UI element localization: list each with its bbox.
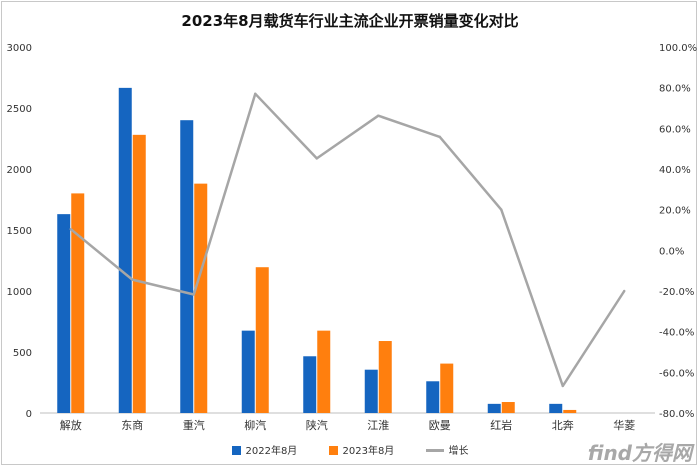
x-tick-label: 红岩 [490,418,512,432]
y-right-tick-label: 40.0% [659,165,691,176]
bar-2023 [440,363,454,413]
growth-point [254,92,257,95]
y-right-tick-label: 80.0% [659,84,691,95]
growth-point [131,278,134,281]
bar-2022 [487,403,501,413]
y-right-tick-label: 0.0% [659,246,684,257]
x-tick-label: 华菱 [613,418,635,432]
bar-2022 [241,330,255,413]
y-right-tick-label: 100.0% [659,43,697,54]
chart-title: 2023年8月载货车行业主流企业开票销量变化对比 [181,12,519,30]
bar-2023 [501,402,515,413]
x-tick-label: 东商 [121,418,143,432]
growth-point [69,227,72,231]
x-tick-label: 北奔 [552,419,574,432]
watermark-logo: find方得网 [587,441,692,465]
y-right-tick-label: -40.0% [659,328,694,339]
growth-point [315,157,318,160]
y-right-tick-label: -60.0% [659,368,694,379]
bar-2023 [378,341,392,413]
growth-point [623,289,626,293]
x-tick-label: 柳汽 [244,418,266,432]
bar-2022 [549,403,563,413]
y-left-tick-label: 2000 [7,165,32,176]
y-left-tick-label: 500 [13,348,32,359]
growth-point [192,293,195,296]
bar-2023 [563,409,577,413]
x-tick-label: 解放 [60,418,82,432]
x-tick-label: 重汽 [183,418,205,432]
bar-2022 [180,120,194,413]
y-right-tick-label: 20.0% [659,206,691,217]
y-left-tick-label: 3000 [7,43,32,54]
bar-2022 [118,87,132,414]
bar-2023 [71,193,85,413]
legend-label-2022: 2022年8月 [245,446,298,457]
y-left-tick-label: 0 [26,409,32,420]
y-left-tick-label: 2500 [7,104,32,115]
bar-2023 [194,183,208,413]
y-right-tick-label: -20.0% [659,287,694,298]
bar-2023 [255,267,269,413]
y-left-tick-label: 1500 [7,226,32,237]
growth-point [438,135,441,139]
legend-item-2022: 2022年8月 [231,442,298,457]
legend-label-growth: 增长 [448,446,469,457]
legend-label-2023: 2023年8月 [342,446,395,457]
chart-legend: 2022年8月 2023年8月 增长 [0,442,700,457]
bar-2023 [317,330,331,413]
growth-point [377,114,380,117]
growth-point [561,384,564,388]
y-left-tick-label: 1000 [7,287,32,298]
legend-item-growth: 增长 [425,442,469,457]
y-right-tick-label: -80.0% [659,409,694,420]
growth-point [500,208,503,211]
legend-swatch-2022 [231,446,241,455]
legend-swatch-growth [425,449,444,452]
x-tick-label: 江淮 [367,419,389,432]
bar-2023 [132,134,146,413]
bar-2022 [303,356,317,413]
growth-line [70,92,626,388]
bar-2022 [364,369,378,413]
bar-2022 [57,214,71,413]
x-tick-label: 欧曼 [429,419,451,432]
bar-2022 [426,381,440,413]
legend-swatch-2023 [328,446,338,455]
y-right-tick-label: 60.0% [659,124,691,135]
x-tick-label: 陕汽 [306,418,328,432]
legend-item-2023: 2023年8月 [328,442,395,457]
